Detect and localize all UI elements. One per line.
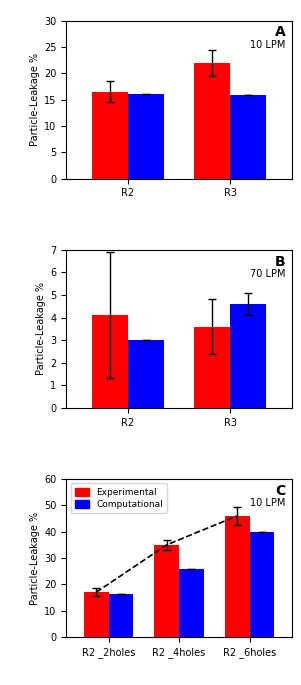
Bar [128, 340, 164, 408]
Bar [225, 516, 250, 637]
Y-axis label: Particle-Leakage %: Particle-Leakage % [30, 512, 40, 605]
Bar [194, 327, 230, 408]
Legend: Experimental, Computational: Experimental, Computational [71, 484, 167, 514]
Text: 10 LPM: 10 LPM [250, 40, 285, 49]
Bar [179, 569, 204, 637]
Bar [230, 95, 266, 179]
Text: B: B [275, 255, 285, 269]
Text: 10 LPM: 10 LPM [250, 498, 285, 508]
Bar [109, 594, 133, 637]
Bar [194, 63, 230, 179]
Bar [250, 532, 274, 637]
Text: A: A [275, 25, 285, 39]
Bar [128, 95, 164, 179]
Text: C: C [275, 484, 285, 498]
Text: 70 LPM: 70 LPM [250, 269, 285, 279]
Y-axis label: Particle-Leakage %: Particle-Leakage % [30, 53, 40, 146]
Bar [230, 304, 266, 408]
Bar [154, 545, 179, 637]
Bar [84, 593, 109, 637]
Bar [92, 315, 128, 408]
Y-axis label: Particle-Leakage %: Particle-Leakage % [36, 282, 46, 375]
Bar [92, 92, 128, 179]
